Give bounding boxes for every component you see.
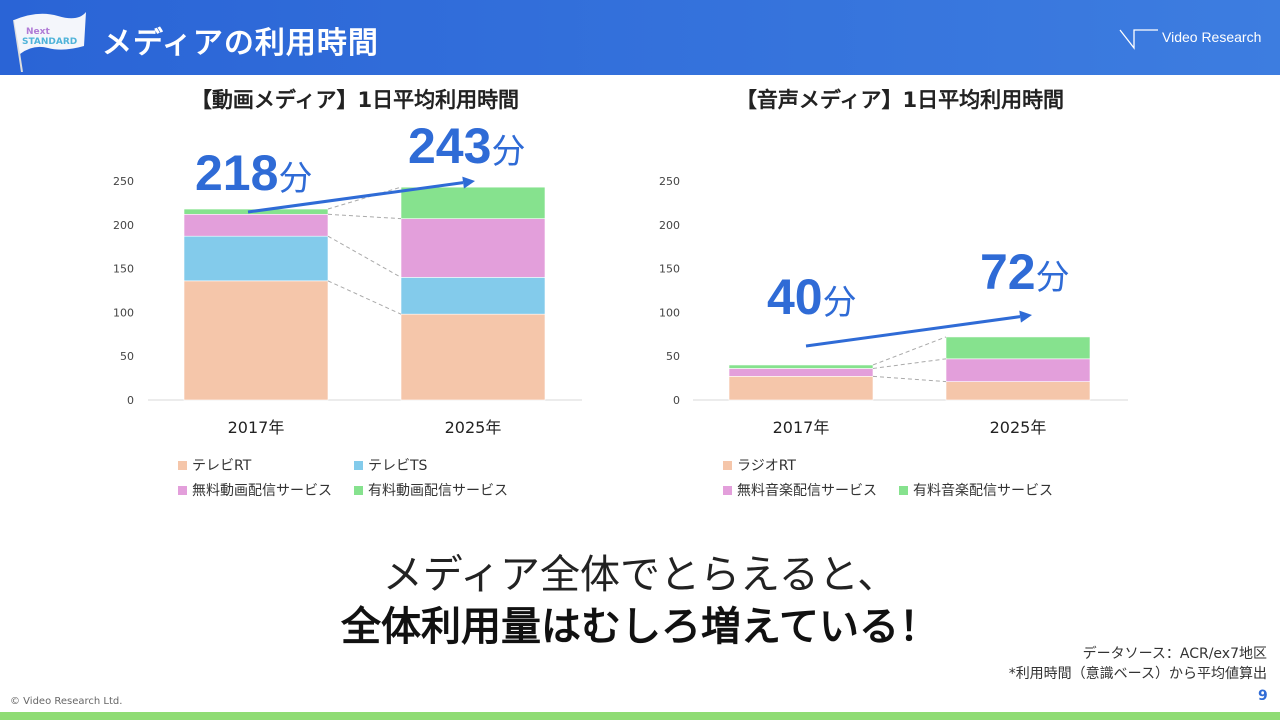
- svg-text:Next: Next: [26, 27, 50, 37]
- video-research-logo: Video Research: [1118, 26, 1262, 52]
- y-tick-label: 0: [127, 394, 134, 407]
- legend-swatch: [354, 485, 363, 495]
- y-tick-label: 100: [659, 306, 680, 319]
- arrow-head-icon: [1019, 310, 1032, 323]
- legend-swatch: [723, 485, 732, 495]
- bar-segment: [945, 381, 1091, 401]
- legend-item-paid-video: 有料動画配信サービス: [354, 480, 508, 500]
- page-title: メディアの利用時間: [102, 26, 379, 61]
- series-connector-line: [872, 358, 947, 369]
- page-number: 9: [1258, 688, 1268, 704]
- vr-mark-icon: [1119, 29, 1158, 50]
- legend-item-free-music: 無料音楽配信サービス: [723, 480, 877, 500]
- bar-segment: [183, 235, 329, 282]
- legend-item-paid-music: 有料音楽配信サービス: [899, 480, 1053, 500]
- y-tick-label: 50: [120, 350, 134, 363]
- legend-label: テレビRT: [192, 458, 252, 474]
- y-tick-label: 150: [113, 263, 134, 276]
- legend-item-radio-rt: ラジオRT: [723, 455, 796, 475]
- audio-chart-title: 【音声メディア】1日平均利用時間: [735, 88, 1065, 112]
- arrow-head-icon: [462, 176, 475, 189]
- series-connector-line: [327, 280, 402, 315]
- minutes-unit: 分: [278, 160, 312, 198]
- method-note: *利用時間（意識ベース）から平均値算出: [1008, 666, 1267, 682]
- category-label: 2017年: [228, 418, 285, 437]
- next-standard-flag-logo: Next STANDARD: [13, 12, 86, 72]
- total-value: 40: [767, 269, 823, 325]
- y-tick-label: 200: [659, 219, 680, 232]
- legend-label: 有料音楽配信サービス: [913, 483, 1053, 499]
- series-connector-line: [872, 336, 947, 366]
- legend-swatch: [178, 460, 187, 470]
- legend-label: テレビTS: [368, 458, 428, 474]
- y-tick-label: 50: [666, 350, 680, 363]
- total-value: 218: [195, 145, 278, 201]
- category-label: 2025年: [990, 418, 1047, 437]
- brand-logo-text: Video Research: [1162, 29, 1262, 45]
- total-value: 72: [980, 244, 1036, 300]
- video-chart-title: 【動画メディア】1日平均利用時間: [190, 88, 520, 112]
- legend-item-tv-rt: テレビRT: [178, 455, 251, 475]
- bar-segment: [945, 336, 1091, 360]
- category-label: 2025年: [445, 418, 502, 437]
- bar-segment: [728, 368, 874, 377]
- bar-segment: [945, 358, 1091, 382]
- y-tick-label: 250: [659, 175, 680, 188]
- copyright: © Video Research Ltd.: [10, 696, 123, 707]
- bar-segment: [400, 313, 546, 401]
- legend-item-tv-ts: テレビTS: [354, 455, 427, 475]
- series-connector-line: [327, 213, 402, 220]
- increase-arrow-line: [247, 181, 464, 214]
- legend-label: 有料動画配信サービス: [368, 483, 508, 499]
- legend-label: 無料音楽配信サービス: [737, 483, 877, 499]
- series-connector-line: [872, 375, 947, 383]
- minutes-unit: 分: [1036, 259, 1070, 297]
- data-source-note: データソース：ACR/ex7地区: [1082, 646, 1267, 662]
- legend-swatch: [899, 485, 908, 495]
- y-tick-label: 250: [113, 175, 134, 188]
- y-tick-label: 150: [659, 263, 680, 276]
- legend-swatch: [354, 460, 363, 470]
- legend-swatch: [178, 485, 187, 495]
- y-tick-label: 100: [113, 306, 134, 319]
- category-label: 2017年: [773, 418, 830, 437]
- bar-segment: [400, 186, 546, 219]
- bar-segment: [400, 277, 546, 315]
- y-tick-label: 0: [673, 394, 680, 407]
- legend-swatch: [723, 460, 732, 470]
- total-minutes-label: 40分: [767, 269, 857, 325]
- increase-arrow-line: [805, 315, 1021, 348]
- bar-segment: [400, 218, 546, 278]
- total-value: 243: [408, 118, 491, 174]
- bar-segment: [728, 364, 874, 369]
- series-connector-line: [327, 186, 402, 210]
- bar-segment: [728, 376, 874, 401]
- y-tick-label: 200: [113, 219, 134, 232]
- legend-label: ラジオRT: [737, 458, 796, 474]
- total-minutes-label: 218分: [195, 145, 312, 201]
- header-bar: Next STANDARD メディアの利用時間 Video Research: [0, 0, 1280, 75]
- bar-segment: [183, 280, 329, 401]
- bottom-accent-bar: [0, 712, 1280, 720]
- message-line-1: メディア全体でとらえると、: [382, 552, 898, 598]
- total-minutes-label: 72分: [980, 244, 1070, 300]
- legend-label: 無料動画配信サービス: [192, 483, 332, 499]
- legend-item-free-video: 無料動画配信サービス: [178, 480, 332, 500]
- message-line-2: 全体利用量はむしろ増えている！: [341, 604, 939, 650]
- minutes-unit: 分: [823, 284, 857, 322]
- svg-text:STANDARD: STANDARD: [22, 37, 77, 47]
- total-minutes-label: 243分: [408, 118, 525, 174]
- minutes-unit: 分: [491, 133, 525, 171]
